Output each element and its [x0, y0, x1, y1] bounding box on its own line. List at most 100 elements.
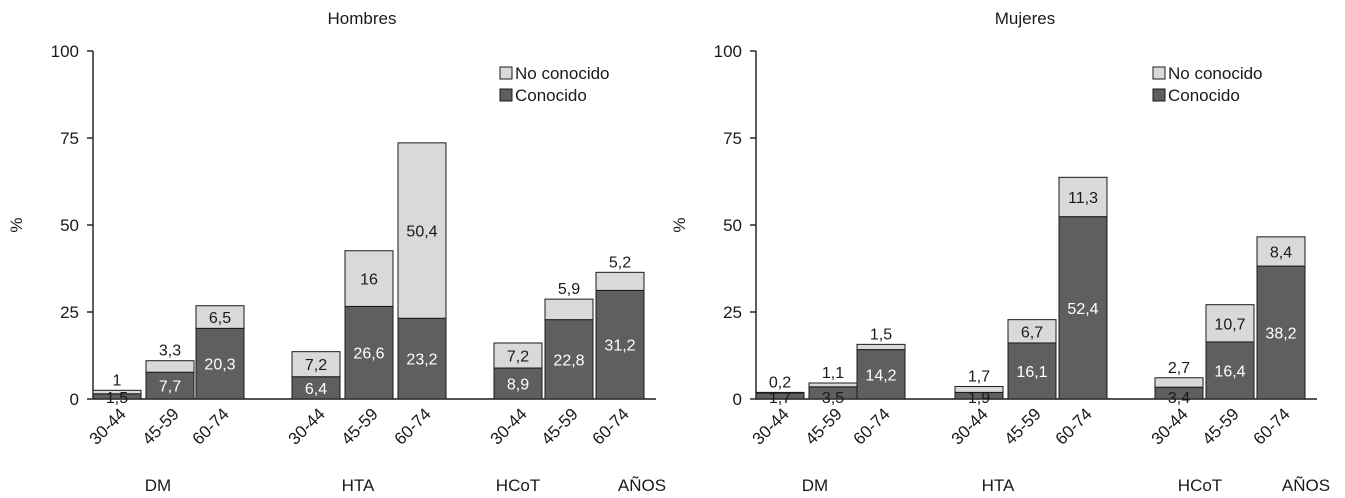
bar-no-conocido: [1256, 236, 1306, 267]
chart-mujeres: Mujeres % 02550751001,70,230-443,51,145-…: [670, 9, 1330, 495]
data-label-no-conocido: 11,3: [1068, 190, 1098, 207]
bar-conocido: [1058, 216, 1108, 400]
bar-no-conocido: [493, 342, 543, 369]
bar-no-conocido: [595, 271, 645, 291]
data-label-no-conocido: 5,2: [609, 254, 631, 271]
group-label: DM: [802, 476, 828, 495]
y-tick-label: 75: [723, 129, 742, 148]
data-label-no-conocido: 2,7: [1168, 360, 1190, 377]
data-label-conocido: 6,4: [305, 381, 327, 398]
group-label: HTA: [342, 476, 375, 495]
bar-conocido: [1205, 341, 1255, 400]
data-label-conocido: 23,2: [406, 352, 437, 369]
x-tick-label: 60-74: [1250, 404, 1294, 448]
data-label-no-conocido: 1,1: [822, 365, 844, 382]
y-tick-label: 25: [60, 303, 79, 322]
data-label-no-conocido: 7,2: [507, 349, 529, 366]
data-label-conocido: 16,4: [1214, 363, 1245, 380]
legend-swatch-conocido: [499, 88, 513, 102]
x-tick-label: 30-44: [749, 404, 793, 448]
bar-no-conocido: [808, 382, 858, 388]
group-label: HCoT: [1178, 476, 1222, 495]
bar-no-conocido: [195, 305, 245, 329]
bar-conocido: [1256, 265, 1306, 400]
bar-no-conocido: [92, 389, 142, 395]
legend: No conocido Conocido: [499, 64, 610, 105]
y-tick-label: 25: [723, 303, 742, 322]
x-tick-label: 45-59: [802, 404, 846, 448]
bar-conocido: [145, 371, 195, 400]
data-label-conocido: 1,9: [968, 390, 990, 407]
data-label-conocido: 52,4: [1067, 301, 1098, 318]
data-label-no-conocido: 5,9: [558, 281, 580, 298]
y-tick-label: 50: [723, 216, 742, 235]
bar-no-conocido: [954, 385, 1004, 393]
data-label-conocido: 22,8: [553, 352, 584, 369]
y-axis-label: %: [7, 217, 26, 232]
data-label-conocido: 3,4: [1168, 390, 1190, 407]
data-label-conocido: 16,1: [1016, 364, 1047, 381]
data-label-conocido: 38,2: [1265, 326, 1296, 343]
x-tick-label: 45-59: [1001, 404, 1045, 448]
legend: No conocido Conocido: [1152, 64, 1263, 105]
bar-conocido: [856, 349, 906, 400]
bar-conocido: [544, 319, 594, 400]
bar-no-conocido: [145, 360, 195, 373]
group-label: DM: [145, 476, 171, 495]
legend-label-conocido: Conocido: [515, 86, 587, 105]
legend-label-no-conocido: No conocido: [1168, 64, 1263, 83]
x-tick-label: 45-59: [338, 404, 382, 448]
bar-conocido: [397, 317, 447, 400]
legend-swatch-no-conocido: [499, 66, 513, 80]
y-tick-label: 50: [60, 216, 79, 235]
x-tick-label: 60-74: [589, 404, 633, 448]
x-tick-label: 45-59: [139, 404, 183, 448]
chart-title: Mujeres: [995, 9, 1055, 28]
data-label-no-conocido: 8,4: [1270, 244, 1292, 261]
legend-swatch-no-conocido: [1152, 66, 1166, 80]
y-tick-label: 0: [70, 390, 79, 409]
bar-no-conocido: [397, 142, 447, 319]
data-label-no-conocido: 1,7: [968, 368, 990, 385]
data-label-no-conocido: 6,7: [1021, 324, 1043, 341]
y-tick-label: 75: [60, 129, 79, 148]
x-tick-label: 45-59: [1199, 404, 1243, 448]
x-tick-label: 45-59: [538, 404, 582, 448]
x-tick-label: 60-74: [189, 404, 233, 448]
data-label-conocido: 26,6: [353, 346, 384, 363]
x-tick-label: 30-44: [86, 404, 130, 448]
group-label: HCoT: [496, 476, 540, 495]
bar-conocido: [344, 305, 394, 400]
data-label-conocido: 14,2: [865, 367, 896, 384]
bar-no-conocido: [1154, 377, 1204, 388]
bar-conocido: [195, 327, 245, 400]
bar-no-conocido: [344, 250, 394, 307]
data-label-no-conocido: 1,5: [870, 326, 892, 343]
bar-no-conocido: [1058, 176, 1108, 218]
data-label-no-conocido: 1: [113, 372, 122, 389]
data-label-conocido: 20,3: [204, 357, 235, 374]
legend-label-no-conocido: No conocido: [515, 64, 610, 83]
data-label-conocido: 3,5: [822, 390, 844, 407]
bar-no-conocido: [1007, 319, 1057, 344]
group-label: HTA: [982, 476, 1015, 495]
data-label-conocido: 7,7: [159, 379, 181, 396]
data-label-conocido: 1,5: [106, 390, 128, 407]
data-label-no-conocido: 10,7: [1214, 316, 1245, 333]
data-label-no-conocido: 16: [360, 272, 378, 289]
chart-title: Hombres: [328, 9, 397, 28]
legend-label-conocido: Conocido: [1168, 86, 1240, 105]
y-tick-label: 100: [51, 42, 79, 61]
y-axis-label: %: [670, 217, 689, 232]
data-label-no-conocido: 6,5: [209, 310, 231, 327]
x-tick-label: 30-44: [487, 404, 531, 448]
data-label-conocido: 31,2: [604, 338, 635, 355]
bar-no-conocido: [544, 298, 594, 321]
x-tick-label: 60-74: [850, 404, 894, 448]
legend-swatch-conocido: [1152, 88, 1166, 102]
data-label-conocido: 1,7: [769, 390, 791, 407]
data-label-no-conocido: 7,2: [305, 357, 327, 374]
bar-no-conocido: [755, 391, 805, 394]
x-tick-label: 60-74: [391, 404, 435, 448]
